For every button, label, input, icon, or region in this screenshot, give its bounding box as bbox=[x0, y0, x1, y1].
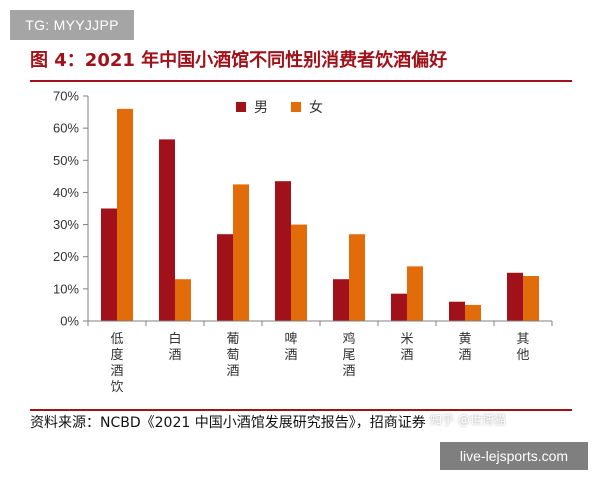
x-tick-label: 葡萄酒 bbox=[226, 332, 239, 379]
y-axis: 0% 10% 20% 30% 40% 50% 60% 70% bbox=[53, 89, 89, 329]
tg-watermark-badge: TG: MYYJJPP bbox=[10, 10, 134, 40]
legend-label-female: 女 bbox=[309, 99, 323, 116]
legend-swatch-male bbox=[236, 102, 246, 112]
bar-female bbox=[523, 276, 539, 321]
title-divider bbox=[30, 80, 572, 82]
x-tick-label: 低度酒饮 bbox=[110, 332, 123, 395]
y-tick-label: 60% bbox=[53, 121, 79, 136]
bar-chart: 0% 10% 20% 30% 40% 50% 60% 70% 低度酒饮 白酒 葡萄酒 啤酒 鸡尾酒 米酒… bbox=[53, 89, 553, 395]
y-tick-label: 40% bbox=[53, 185, 79, 200]
y-tick-label: 10% bbox=[53, 281, 79, 296]
bar-male bbox=[449, 301, 465, 321]
bar-male bbox=[275, 181, 291, 321]
bar-female bbox=[349, 234, 365, 321]
footer-divider bbox=[30, 409, 572, 411]
x-tick-label: 米酒 bbox=[400, 332, 413, 363]
bar-male bbox=[507, 272, 523, 321]
y-tick-label: 0% bbox=[60, 314, 79, 329]
x-tick-label: 白酒 bbox=[168, 331, 181, 363]
bar-male bbox=[391, 293, 407, 321]
bar-male bbox=[101, 208, 117, 321]
site-watermark-badge: live-lejsports.com bbox=[440, 442, 588, 470]
source-note: 资料来源：NCBD《2021 中国小酒馆发展研究报告》，招商证券 bbox=[30, 415, 426, 431]
y-tick-label: 20% bbox=[53, 249, 79, 264]
x-tick-label: 黄酒 bbox=[458, 332, 471, 363]
x-tick-label: 其他 bbox=[516, 332, 529, 363]
bar-male bbox=[333, 279, 349, 321]
x-tick-label: 啤酒 bbox=[284, 332, 297, 363]
bar-male bbox=[217, 234, 233, 321]
bar-female bbox=[407, 266, 423, 321]
x-axis: 低度酒饮 白酒 葡萄酒 啤酒 鸡尾酒 米酒 黄酒 其他 bbox=[87, 320, 553, 395]
chart-legend: 男女 bbox=[236, 99, 323, 116]
bar-female bbox=[233, 184, 249, 321]
y-tick-label: 50% bbox=[53, 153, 79, 168]
y-tick-label: 70% bbox=[53, 89, 79, 104]
legend-label-male: 男 bbox=[254, 100, 268, 116]
bar-female bbox=[291, 224, 307, 321]
bar-female bbox=[465, 304, 481, 321]
bar-female bbox=[117, 108, 133, 321]
bar-series bbox=[101, 108, 539, 321]
zhihu-watermark: 知乎 @世博猫 bbox=[430, 413, 506, 427]
bar-female bbox=[175, 279, 191, 321]
bar-male bbox=[159, 139, 175, 321]
figure-title: 图 4：2021 年中国小酒馆不同性别消费者饮酒偏好 bbox=[30, 50, 448, 71]
legend-swatch-female bbox=[291, 102, 301, 112]
x-tick-label: 鸡尾酒 bbox=[342, 331, 355, 379]
y-tick-label: 30% bbox=[53, 217, 79, 232]
